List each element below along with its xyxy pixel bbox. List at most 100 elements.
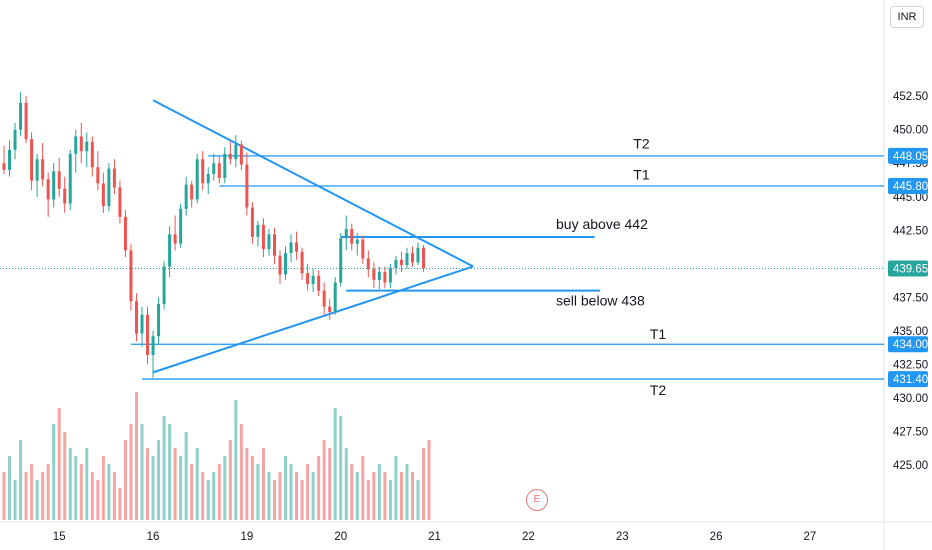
volume-bar: [24, 472, 28, 520]
volume-bar: [228, 440, 232, 520]
volume-bar: [201, 472, 205, 520]
volume-bar: [223, 456, 227, 520]
candle-body: [35, 159, 39, 181]
earnings-event-marker[interactable]: E: [526, 489, 548, 511]
volume-bar: [118, 488, 122, 520]
price-tick-label: 427.50: [893, 426, 928, 438]
candle-body: [328, 306, 332, 313]
candle-body: [24, 102, 28, 140]
volume-bar: [134, 392, 138, 520]
time-axis[interactable]: 15 16 19 20 21 22 23 26 27: [53, 531, 817, 543]
volume-bar: [427, 440, 431, 520]
candle-body: [416, 247, 420, 263]
volume-bar: [267, 472, 271, 520]
volume-bar: [383, 472, 387, 520]
candle-body: [267, 234, 271, 250]
price-tags: 448.05 445.80 434.00 431.40 439.65: [888, 147, 928, 388]
level-price-tag: 445.80: [893, 181, 928, 193]
candle-body: [261, 224, 265, 250]
volume-bar: [377, 464, 381, 520]
volume-bar: [140, 424, 144, 520]
volume-bar: [157, 440, 161, 520]
candle-body: [272, 234, 276, 256]
candle-body: [184, 184, 188, 209]
candle-body: [383, 271, 387, 283]
volume-bar: [317, 456, 321, 520]
candle-body: [19, 102, 23, 130]
candle-body: [129, 250, 133, 302]
price-tick-label: 432.50: [893, 359, 928, 371]
volume-bar: [151, 456, 155, 520]
candle-body: [284, 253, 288, 275]
volume-bar: [394, 456, 398, 520]
candle-body: [112, 168, 116, 188]
level-price-tag-bg: [888, 371, 928, 388]
candle-body: [30, 139, 34, 181]
volume-bar: [239, 424, 243, 520]
candle-body: [107, 168, 111, 207]
candle-body: [422, 247, 426, 269]
volume-bar: [339, 416, 343, 520]
volume-bar: [361, 456, 365, 520]
price-tick-label: 430.00: [893, 393, 928, 405]
volume-bar: [90, 472, 94, 520]
candle-body: [212, 163, 216, 174]
time-tick-label: 20: [334, 531, 347, 543]
volume-bar: [57, 408, 61, 520]
last-price-tag: 439.65: [893, 263, 928, 275]
candle-body: [46, 179, 50, 200]
volume-bar: [333, 408, 337, 520]
upper-trendline[interactable]: [152, 99, 474, 268]
candle-body: [123, 216, 127, 251]
volume-bar: [388, 480, 392, 520]
candle-body: [278, 255, 282, 275]
volume-bar: [63, 432, 67, 520]
candle-body: [157, 304, 161, 337]
level-price-tag: 448.05: [893, 151, 928, 163]
level-price-tag: 431.40: [893, 374, 928, 386]
level-label: T1: [650, 326, 667, 342]
volume-bar: [85, 448, 89, 520]
volume-bar: [212, 472, 216, 520]
volume-bar: [256, 464, 260, 520]
candle-body: [140, 314, 144, 334]
triangle-pattern[interactable]: [152, 99, 474, 374]
volume-bar: [96, 480, 100, 520]
volume-bar: [245, 448, 249, 520]
candle-body: [311, 275, 315, 284]
candle-body: [217, 163, 221, 178]
time-tick-label: 16: [147, 531, 160, 543]
time-tick-label: 23: [616, 531, 629, 543]
candle-body: [256, 224, 260, 237]
candle-body: [245, 164, 249, 208]
lower-trendline[interactable]: [152, 265, 474, 374]
currency-button[interactable]: INR: [890, 6, 924, 28]
price-tick-label: 450.00: [893, 125, 928, 137]
candle-body: [52, 171, 56, 200]
volume-bar: [195, 448, 199, 520]
level-label: T2: [650, 382, 667, 398]
volume-bar: [372, 472, 376, 520]
volume-bar: [350, 464, 354, 520]
volume-bars: [2, 392, 431, 520]
price-tick-label: 452.50: [893, 91, 928, 103]
volume-bar: [68, 448, 72, 520]
candle-body: [394, 259, 398, 268]
candle-body: [377, 271, 381, 280]
level-lines[interactable]: [130, 155, 884, 380]
volume-bar: [405, 464, 409, 520]
candle-body: [339, 238, 343, 283]
level-labels: T2 T1 buy above 442 sell below 438 T1 T2: [556, 135, 666, 398]
candle-body: [41, 159, 45, 180]
volume-bar: [278, 472, 282, 520]
candle-body: [162, 266, 166, 305]
price-tick-label: 442.50: [893, 225, 928, 237]
time-tick-label: 26: [710, 531, 723, 543]
candle-body: [289, 242, 293, 254]
price-tick-label: 445.00: [893, 192, 928, 204]
candle-body: [239, 144, 243, 165]
candle-body: [344, 228, 348, 239]
volume-bar: [123, 440, 127, 520]
candle-body: [361, 239, 365, 259]
